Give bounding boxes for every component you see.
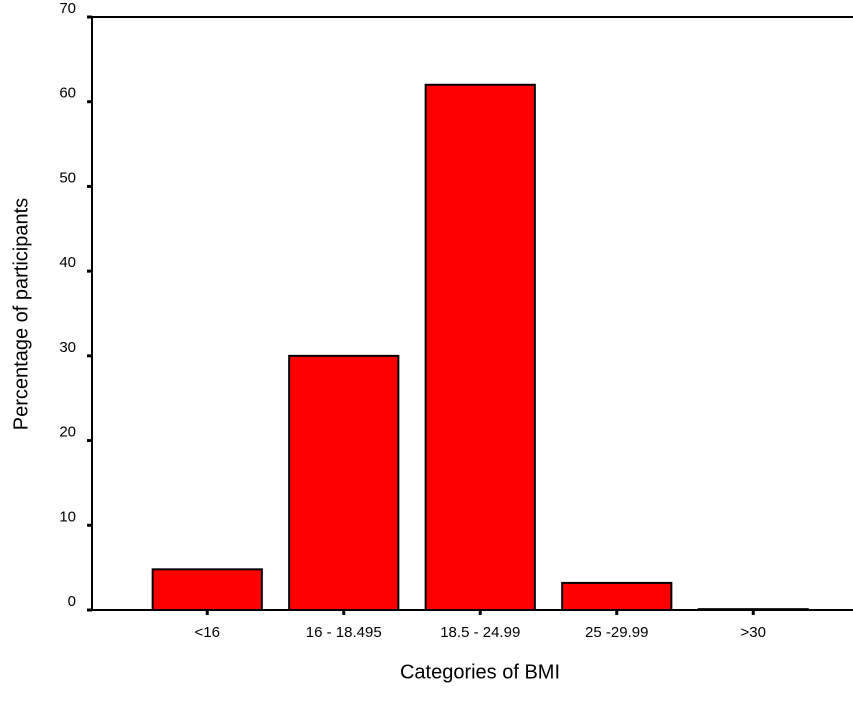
y-tick-label: 70: [59, 0, 76, 17]
y-tick-label: 50: [59, 169, 76, 186]
y-tick-label: 10: [59, 508, 76, 525]
y-tick-label: 20: [59, 424, 76, 441]
bar: [697, 608, 809, 611]
y-tick-label: 60: [59, 85, 76, 102]
bar: [424, 83, 536, 612]
bar: [288, 354, 400, 611]
y-tick-label: 30: [59, 339, 76, 356]
x-tick-label: <16: [195, 624, 220, 641]
bar: [561, 581, 673, 611]
x-tick-label: >30: [741, 624, 766, 641]
x-tick-label: 18.5 - 24.99: [440, 624, 520, 641]
y-axis-title: Percentage of participants: [10, 198, 32, 430]
y-tick-label: 0: [68, 593, 76, 610]
x-axis-title: Categories of BMI: [400, 661, 560, 683]
bar: [151, 568, 263, 612]
y-tick-label: 40: [59, 254, 76, 271]
x-tick-label: 16 - 18.495: [306, 624, 382, 641]
x-tick-label: 25 -29.99: [585, 624, 648, 641]
